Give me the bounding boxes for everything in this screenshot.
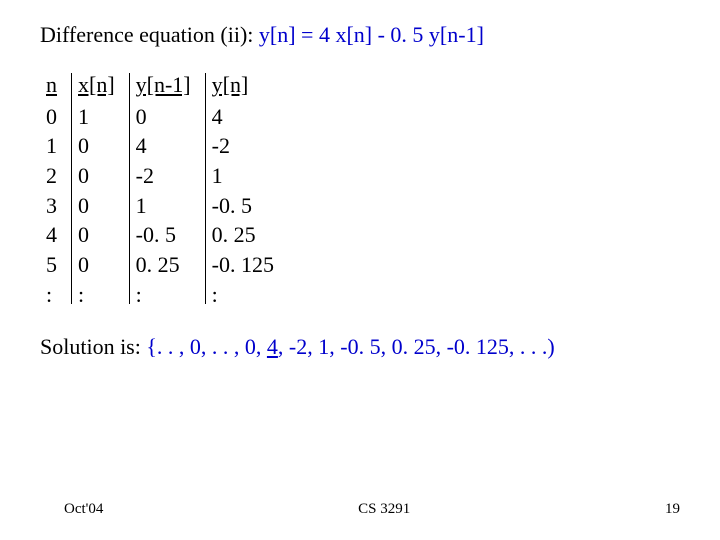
cell: 4 bbox=[136, 131, 191, 161]
cell: : bbox=[78, 280, 115, 310]
cell: -2 bbox=[212, 131, 274, 161]
cell: : bbox=[136, 280, 191, 310]
col-header: y[n] bbox=[212, 70, 274, 100]
cell: 1 bbox=[212, 161, 274, 191]
col-yn: y[n] 4 -2 1 -0. 5 0. 25 -0. 125 : bbox=[206, 70, 288, 310]
title-equation: y[n] = 4 x[n] - 0. 5 y[n-1] bbox=[259, 22, 484, 47]
cell: 0 bbox=[78, 131, 115, 161]
cell: 0 bbox=[78, 161, 115, 191]
cell: 0 bbox=[78, 191, 115, 221]
solution-after: , -2, 1, -0. 5, 0. 25, -0. 125, . . .) bbox=[278, 334, 555, 359]
cell: 0 bbox=[136, 102, 191, 132]
cell: -0. 5 bbox=[136, 220, 191, 250]
solution-line: Solution is: {. . , 0, . . , 0, 4, -2, 1… bbox=[40, 334, 680, 360]
title-line: Difference equation (ii): y[n] = 4 x[n] … bbox=[40, 22, 680, 48]
cell: -0. 5 bbox=[212, 191, 274, 221]
solution-values: {. . , 0, . . , 0, 4, -2, 1, -0. 5, 0. 2… bbox=[146, 334, 554, 359]
cell: 0. 25 bbox=[212, 220, 274, 250]
slide-footer: Oct'04 CS 3291 19 bbox=[0, 501, 720, 518]
cell: 1 bbox=[78, 102, 115, 132]
cell: -0. 125 bbox=[212, 250, 274, 280]
data-table: n 0 1 2 3 4 5 : x[n] 1 0 0 0 0 0 : y[n-1… bbox=[40, 70, 680, 310]
cell: 4 bbox=[46, 220, 57, 250]
title-prefix: Difference equation (ii): bbox=[40, 22, 259, 47]
cell: 0 bbox=[46, 102, 57, 132]
footer-date: Oct'04 bbox=[64, 501, 103, 518]
cell: 3 bbox=[46, 191, 57, 221]
cell: 5 bbox=[46, 250, 57, 280]
solution-prefix: Solution is: bbox=[40, 334, 146, 359]
solution-before: {. . , 0, . . , 0, bbox=[146, 334, 267, 359]
cell: 0 bbox=[78, 220, 115, 250]
col-header: y[n-1] bbox=[136, 70, 191, 100]
col-header: n bbox=[46, 70, 57, 100]
footer-page-number: 19 bbox=[665, 501, 680, 518]
solution-underlined: 4 bbox=[267, 334, 278, 359]
footer-course: CS 3291 bbox=[358, 501, 410, 518]
col-xn: x[n] 1 0 0 0 0 0 : bbox=[72, 70, 129, 310]
cell: 0. 25 bbox=[136, 250, 191, 280]
cell: 1 bbox=[46, 131, 57, 161]
col-header: x[n] bbox=[78, 70, 115, 100]
cell: : bbox=[212, 280, 274, 310]
cell: 4 bbox=[212, 102, 274, 132]
cell: -2 bbox=[136, 161, 191, 191]
cell: : bbox=[46, 280, 57, 310]
cell: 1 bbox=[136, 191, 191, 221]
cell: 0 bbox=[78, 250, 115, 280]
col-yn-1: y[n-1] 0 4 -2 1 -0. 5 0. 25 : bbox=[130, 70, 205, 310]
col-n: n 0 1 2 3 4 5 : bbox=[40, 70, 71, 310]
cell: 2 bbox=[46, 161, 57, 191]
